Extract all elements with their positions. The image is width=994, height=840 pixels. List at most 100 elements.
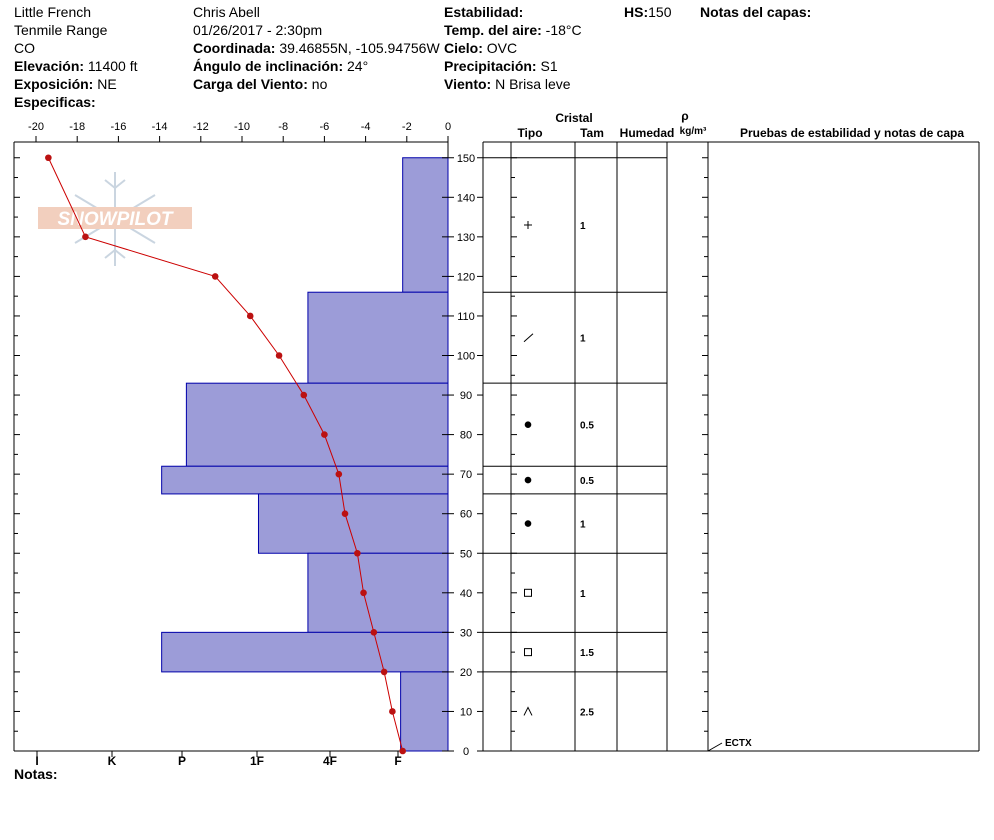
slope-row: Ángulo de inclinación: 24°	[193, 57, 368, 75]
grain-size: 1	[580, 589, 586, 600]
sky-label: Cielo:	[444, 40, 483, 56]
temp-tick-label: -16	[110, 121, 126, 133]
elevation-label: Elevación:	[14, 58, 85, 74]
stability-row: Estabilidad:	[444, 3, 523, 21]
hardness-label: F	[394, 754, 401, 768]
temp-tick-label: -14	[152, 121, 168, 133]
air-temp-value: -18°C	[545, 22, 582, 38]
location-name: Little French	[14, 4, 92, 20]
temp-tick-label: -4	[361, 121, 371, 133]
type-header: Tipo	[517, 126, 542, 140]
coordinates-row: Coordinada: 39.46855N, -105.94756W	[193, 39, 440, 57]
height-tick-label: 130	[457, 232, 475, 244]
grain-rounded-icon	[524, 476, 532, 484]
temperature-point	[335, 470, 343, 478]
height-tick-label: 90	[460, 390, 472, 402]
precip-label: Precipitación:	[444, 58, 537, 74]
wind-load-value: no	[311, 76, 328, 92]
height-tick-label: 60	[460, 509, 472, 521]
height-tick-label: 0	[463, 746, 469, 758]
temperature-point	[341, 510, 349, 517]
temp-tick-label: -8	[278, 121, 288, 133]
wind-label: Viento:	[444, 76, 492, 92]
grain-size: 0.5	[580, 421, 594, 432]
watermark-text: SNOWPILOT	[57, 209, 173, 230]
observer-name: Chris Abell	[193, 4, 260, 20]
hardness-bar	[257, 493, 449, 554]
height-tick-label: 80	[460, 430, 472, 442]
temp-tick-label: -18	[69, 121, 85, 133]
temperature-point	[360, 589, 367, 597]
aspect-row: Exposición: NE	[14, 75, 117, 93]
temperature-point	[389, 708, 396, 715]
hardness-label: 4F	[323, 754, 337, 768]
grain-size: 1	[580, 520, 586, 531]
slope-label: Ángulo de inclinación:	[193, 58, 344, 74]
height-tick-label: 20	[460, 667, 472, 679]
temperature-point	[354, 549, 361, 557]
precip-value: S1	[540, 58, 558, 74]
specifics-row: Especificas:	[14, 93, 96, 111]
grain-size: 2.5	[580, 707, 594, 718]
grain-depth-hoar-icon	[523, 706, 533, 716]
height-tick-label: 100	[457, 351, 475, 363]
grain-rounded-icon	[524, 520, 532, 527]
grain-faceted-icon	[524, 588, 532, 597]
tests-header: Pruebas de estabilidad y notas de capa	[740, 126, 964, 140]
elevation-row: Elevación: 11400 ft	[14, 57, 137, 75]
height-tick-label: 30	[460, 627, 472, 639]
layer-table: Cristal Tipo Tam Humedad ρ kg/m³ Pruebas…	[482, 109, 980, 752]
hardness-bar	[161, 631, 449, 673]
temperature-point	[380, 668, 388, 676]
temperature-point	[321, 431, 328, 438]
hardness-label: 1F	[250, 754, 264, 768]
aspect-label: Exposición:	[14, 76, 94, 92]
size-header: Tam	[580, 126, 604, 140]
aspect-value: NE	[97, 76, 117, 92]
height-tick-label: 40	[460, 588, 472, 600]
hardness-bar	[185, 382, 449, 467]
temperature-point	[45, 154, 52, 162]
height-tick-label: 140	[457, 192, 475, 204]
temperature-point	[211, 273, 219, 280]
grain-size: 0.5	[580, 476, 594, 487]
axis-ticks: -20 -18 -16 -14 -12 -10 -8 -6 -4 -2 00102030405060…	[14, 121, 708, 768]
grain-size: 1	[580, 221, 586, 232]
temp-tick-label: 0	[445, 121, 451, 133]
grain-decomposing-icon	[523, 333, 534, 343]
temperature-point	[300, 391, 308, 399]
wind-value: N Brisa leve	[495, 76, 571, 92]
temp-tick-label: -2	[402, 121, 412, 133]
temperature-point	[275, 352, 283, 359]
elevation-value: 11400 ft	[87, 58, 138, 74]
location-state: CO	[14, 40, 35, 56]
sky-row: Cielo: OVC	[444, 39, 517, 57]
observation-datetime: 01/26/2017 - 2:30pm	[193, 22, 323, 38]
layer-notes-label: Notas del capas:	[700, 4, 812, 20]
height-tick-label: 120	[457, 271, 475, 283]
density-symbol: ρ	[681, 109, 688, 123]
grain-faceted-icon	[524, 648, 532, 657]
layer-notes-row: Notas del capas:	[700, 3, 811, 21]
sky-value: OVC	[486, 40, 518, 56]
grain-size: 1	[580, 334, 586, 345]
wind-load-row: Carga del Viento: no	[193, 75, 327, 93]
temp-tick-label: -6	[320, 121, 330, 133]
hardness-bar	[161, 465, 449, 495]
hardness-label: I	[35, 754, 38, 768]
air-temp-label: Temp. del aire:	[444, 22, 542, 38]
layer-rows: 1 1 0.5 0.5 1 1 1.5 2.5 ECTX	[483, 157, 752, 752]
crystal-header: Cristal	[555, 111, 592, 125]
height-tick-label: 110	[457, 311, 475, 323]
height-tick-label: 10	[460, 706, 472, 718]
temp-tick-label: -20	[28, 121, 44, 133]
moisture-header: Humedad	[620, 126, 675, 140]
hardness-label: P	[178, 754, 186, 768]
temperature-point	[82, 233, 89, 241]
height-tick-label: 70	[460, 469, 472, 481]
hs-row: HS:150	[624, 3, 671, 21]
temp-tick-label: -10	[234, 121, 250, 133]
coordinates-label: Coordinada:	[193, 40, 276, 56]
stability-test-label: ECTX	[725, 738, 752, 749]
temperature-profile	[45, 154, 406, 755]
